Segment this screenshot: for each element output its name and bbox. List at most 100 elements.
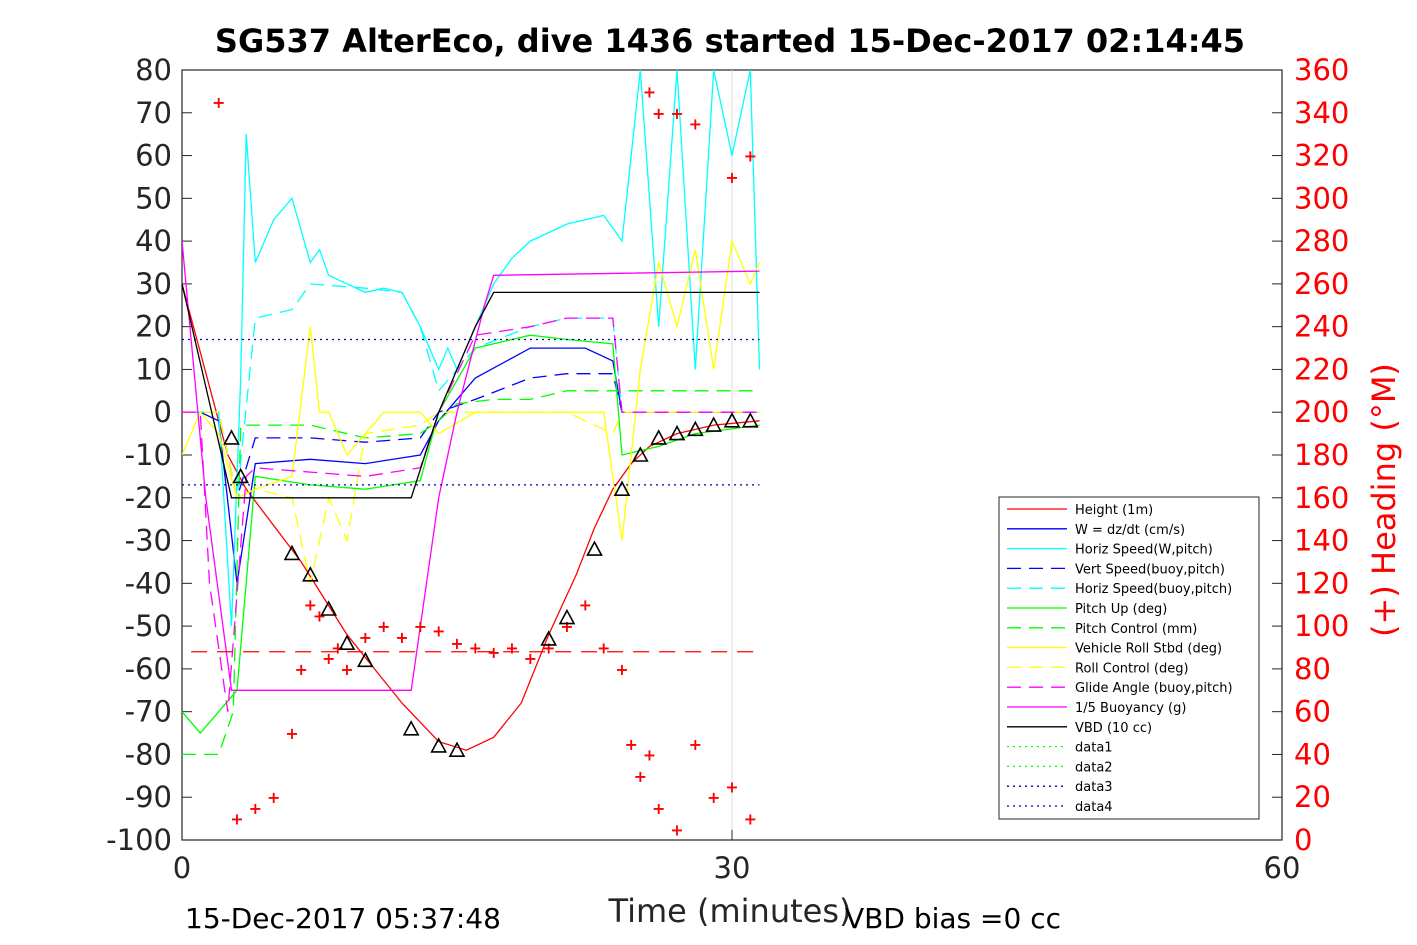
heading-point: + [414, 617, 427, 636]
heading-point: + [267, 788, 280, 807]
right-y-tick-label: 240 [1294, 310, 1349, 344]
heading-point: + [331, 639, 344, 658]
right-y-tick-label: 180 [1294, 438, 1349, 472]
legend-entry: data4 [1075, 800, 1113, 815]
axis-ticks: 0 30 6080706050403020100-10-20-30-40-50-60… [106, 53, 1349, 885]
dive-marker [668, 424, 686, 441]
y-tick-label: 20 [135, 310, 172, 344]
heading-point: + [487, 643, 500, 662]
heading-point: + [524, 649, 537, 668]
y-tick-label: -50 [125, 609, 172, 643]
right-y-tick-label: 60 [1294, 695, 1331, 729]
heading-point: + [744, 810, 757, 829]
dive-marker [301, 566, 319, 582]
y-tick-label: 30 [135, 267, 172, 301]
y-tick-label: 40 [135, 224, 172, 258]
dive-marker [631, 446, 649, 462]
right-y-tick-label: 200 [1294, 395, 1349, 429]
heading-point: + [542, 639, 555, 658]
x-axis-label: Time (minutes) [608, 892, 852, 930]
series-line-11 [182, 283, 760, 499]
dive-marker [686, 420, 704, 437]
right-y-tick-label: 220 [1294, 352, 1349, 386]
dive-marker [650, 429, 668, 445]
heading-point: + [652, 104, 665, 123]
series-line-0 [182, 283, 760, 751]
dive-marker [448, 741, 466, 757]
y-tick-label: -60 [125, 652, 172, 686]
legend-entry: 1/5 Buoyancy (g) [1075, 701, 1186, 716]
y-tick-label: 70 [135, 96, 172, 130]
heading-point: + [725, 778, 738, 797]
heading-point: + [230, 810, 243, 829]
heading-point: + [707, 788, 720, 807]
y-tick-label: -100 [106, 823, 172, 857]
series-line-10 [182, 241, 760, 691]
heading-point: + [643, 82, 656, 101]
heading-point: + [377, 617, 390, 636]
y-tick-label: -70 [125, 695, 172, 729]
series-line-4 [182, 283, 760, 498]
footer-left-timestamp: 15-Dec-2017 05:37:48 [185, 902, 501, 935]
heading-point: + [285, 724, 298, 743]
chart-title: SG537 AlterEco, dive 1436 started 15-Dec… [215, 22, 1245, 60]
y-tick-label: -20 [125, 481, 172, 515]
legend-entry: Pitch Up (deg) [1075, 602, 1167, 617]
right-y-tick-label: 340 [1294, 96, 1349, 130]
heading-point: + [689, 114, 702, 133]
y-tick-label: -30 [125, 524, 172, 558]
heading-point: + [597, 639, 610, 658]
series-line-7 [182, 238, 761, 541]
heading-layer: + + + + + + + + + + + + + + + + + + + + + + + + + + + + + + + + + + + + + + + +… [191, 82, 760, 839]
heading-point: + [670, 104, 683, 123]
heading-point: + [432, 621, 445, 640]
right-y-tick-label: 280 [1294, 224, 1349, 258]
series-line-9 [182, 317, 760, 712]
dive-marker [223, 429, 240, 445]
right-y-tick-label: 320 [1294, 139, 1349, 173]
legend-entry: Pitch Control (mm) [1075, 622, 1197, 637]
right-axis-label: (+) Heading (°M) [1365, 363, 1403, 637]
y-tick-label: -90 [125, 780, 172, 814]
dive-marker [232, 467, 250, 484]
legend-box [998, 496, 1260, 820]
y-tick-label: -40 [125, 566, 172, 600]
series-line-3 [182, 373, 760, 501]
dive-marker [402, 720, 420, 736]
heading-point: + [634, 767, 647, 786]
y-tick-label: -10 [125, 438, 172, 472]
right-y-tick-label: 40 [1294, 737, 1331, 771]
dive-marker [283, 544, 301, 561]
x-tick-label: 0 [173, 851, 191, 885]
heading-point: + [505, 639, 518, 658]
heading-point: + [304, 596, 317, 615]
heading-point: + [579, 596, 592, 615]
dive-marker [613, 480, 631, 497]
footer-right-vbd-bias: VBD bias =0 cc [845, 902, 1061, 935]
right-y-tick-label: 120 [1294, 566, 1349, 600]
right-y-tick-label: 300 [1294, 181, 1349, 215]
heading-point: + [469, 639, 482, 658]
heading-point: + [359, 628, 372, 647]
legend-entry: Vehicle Roll Stbd (deg) [1075, 642, 1222, 657]
legend: Height (1m) W = dz/dt (cm/s) Horiz Speed(W… [998, 496, 1260, 820]
x-tick-label: 30 [714, 851, 751, 885]
heading-point: + [212, 93, 225, 112]
right-y-tick-label: 140 [1294, 524, 1349, 558]
heading-point: + [249, 799, 262, 818]
legend-entry: Horiz Speed(W,pitch) [1075, 543, 1213, 558]
heading-point: + [294, 660, 307, 679]
right-y-tick-label: 100 [1294, 609, 1349, 643]
legend-entry: data2 [1075, 760, 1113, 775]
dive-marker [320, 600, 338, 616]
dive-markers [223, 412, 759, 757]
legend-entry: W = dz/dt (cm/s) [1075, 523, 1185, 538]
right-y-tick-label: 360 [1294, 53, 1349, 87]
heading-point: + [450, 634, 463, 653]
y-tick-label: 50 [135, 181, 172, 215]
heading-point: + [725, 168, 738, 187]
dive-marker [723, 412, 741, 428]
heading-point: + [643, 745, 656, 764]
right-y-tick-label: 20 [1294, 780, 1331, 814]
